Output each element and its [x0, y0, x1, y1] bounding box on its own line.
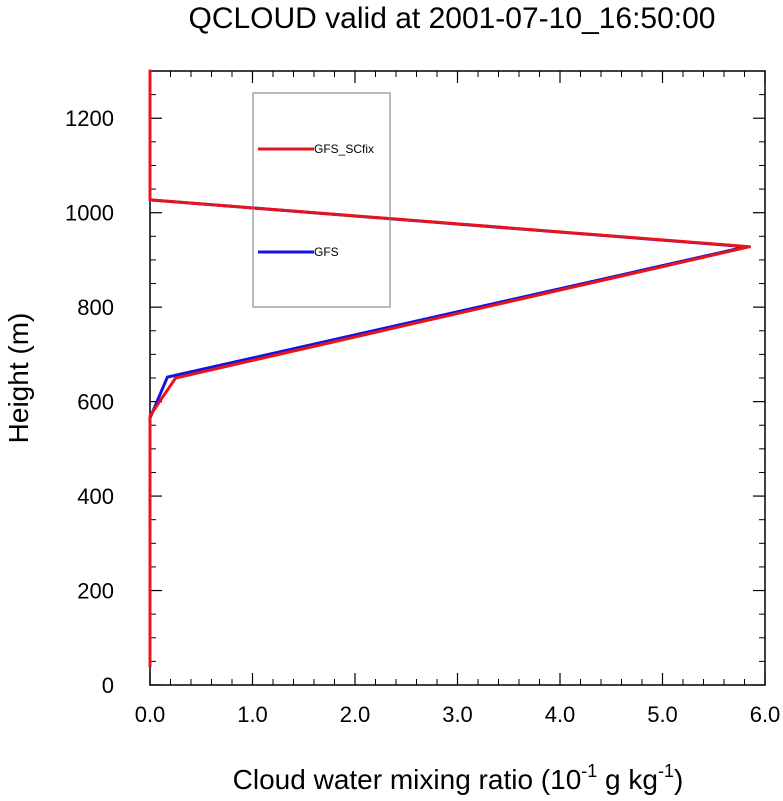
legend-label-gfs-scfix: GFS_SCfix [314, 142, 374, 156]
x-axis-label-base: Cloud water mixing ratio (10 [233, 764, 582, 795]
series-line-gfs-scfix [148, 69, 752, 668]
y-tick-label: 1200 [65, 106, 114, 131]
y-tick-label: 400 [77, 484, 114, 509]
x-tick-label: 3.0 [442, 702, 473, 727]
y-tick-label: 800 [77, 295, 114, 320]
series-lines [148, 69, 752, 668]
x-tick-label: 1.0 [237, 702, 268, 727]
legend: GFS_SCfix GFS [252, 92, 391, 308]
x-axis-label-unit: g kg [597, 764, 658, 795]
series-line-gfs [148, 69, 749, 668]
x-axis-label-exponent-2: -1 [658, 761, 674, 781]
y-axis-ticks: 0 200 400 600 800 1000 1200 [65, 70, 765, 698]
x-axis-label-close: ) [674, 764, 683, 795]
x-axis-label: Cloud water mixing ratio (10-1 g kg-1) [233, 761, 684, 795]
y-tick-label: 0 [102, 673, 114, 698]
x-tick-label: 4.0 [545, 702, 576, 727]
x-tick-label: 5.0 [647, 702, 678, 727]
y-tick-label: 600 [77, 390, 114, 415]
x-tick-label: 6.0 [750, 702, 781, 727]
y-tick-label: 1000 [65, 201, 114, 226]
chart-title: QCLOUD valid at 2001-07-10_16:50:00 [189, 2, 716, 35]
x-axis-ticks: 0.0 1.0 2.0 3.0 4.0 5.0 6.0 [135, 71, 781, 727]
plot-area: 0.0 1.0 2.0 3.0 4.0 5.0 6.0 0 200 400 600 800 1000 1… [65, 69, 781, 727]
y-tick-label: 200 [77, 579, 114, 604]
plot-frame [149, 70, 766, 686]
y-axis-label: Height (m) [3, 313, 34, 444]
x-tick-label: 0.0 [135, 702, 166, 727]
x-axis-label-exponent-1: -1 [581, 761, 597, 781]
legend-label-gfs: GFS [314, 245, 339, 259]
x-tick-label: 2.0 [340, 702, 371, 727]
legend-box [252, 92, 391, 308]
